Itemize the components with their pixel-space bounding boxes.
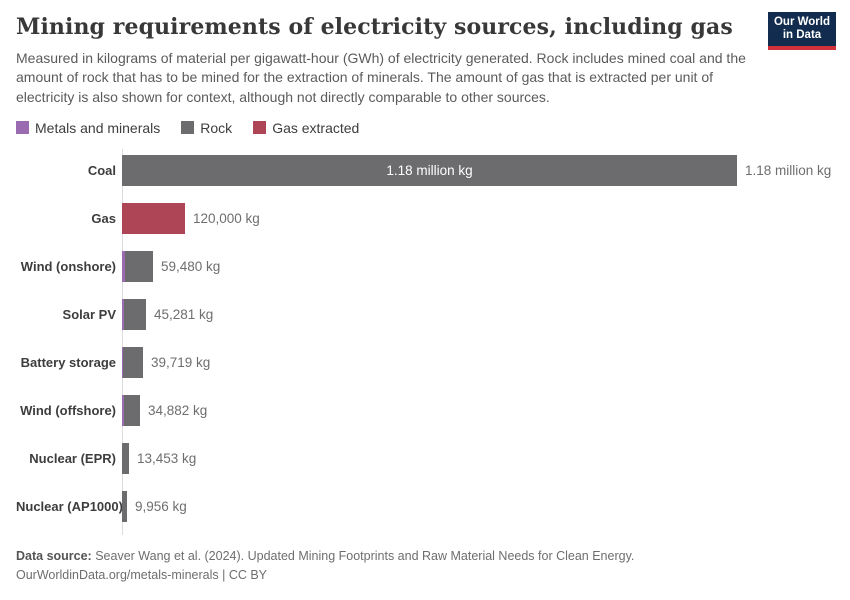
chart-row: Battery storage 39,719 kg bbox=[16, 339, 834, 387]
chart-footer: Data source: Seaver Wang et al. (2024). … bbox=[16, 546, 834, 582]
bar-zone: 45,281 kg bbox=[122, 299, 834, 331]
bar-zone: 9,956 kg bbox=[122, 491, 834, 523]
chart-row: Wind (offshore) 34,882 kg bbox=[16, 387, 834, 435]
data-source-text: Seaver Wang et al. (2024). Updated Minin… bbox=[91, 549, 635, 563]
metals-segment[interactable] bbox=[122, 299, 124, 331]
bar-value-label: 39,719 kg bbox=[151, 355, 211, 371]
bar-value-label: 1.18 million kg bbox=[745, 163, 832, 179]
bar-chart: Coal 1.18 million kg 1.18 million kg Gas 120… bbox=[16, 147, 834, 535]
chart-row: Nuclear (EPR) 13,453 kg bbox=[16, 435, 834, 483]
bar-nuclear-ap1000[interactable] bbox=[122, 491, 127, 523]
metals-segment[interactable] bbox=[122, 251, 125, 283]
bar-zone: 59,480 kg bbox=[122, 251, 834, 283]
category-label: Nuclear (EPR) bbox=[29, 451, 116, 467]
license-url-link[interactable]: OurWorldinData.org/metals-minerals bbox=[16, 568, 219, 582]
bar-coal[interactable]: 1.18 million kg bbox=[122, 155, 737, 187]
bar-solar-pv[interactable] bbox=[122, 299, 146, 331]
legend-item-gas[interactable]: Gas extracted bbox=[253, 120, 359, 136]
bar-zone: 34,882 kg bbox=[122, 395, 834, 427]
rock-swatch-icon bbox=[181, 121, 195, 135]
legend-item-metals[interactable]: Metals and minerals bbox=[16, 120, 160, 136]
category-label: Nuclear (AP1000) bbox=[16, 499, 123, 515]
bar-zone: 120,000 kg bbox=[122, 203, 834, 235]
bar-zone: 1.18 million kg 1.18 million kg bbox=[122, 155, 834, 187]
main-segment[interactable] bbox=[123, 395, 140, 427]
owid-logo-line2: in Data bbox=[782, 29, 822, 41]
category-label: Gas bbox=[91, 211, 116, 227]
bar-zone: 13,453 kg bbox=[122, 443, 834, 475]
bar-value-label: 120,000 kg bbox=[193, 211, 260, 227]
chart-subtitle: Measured in kilograms of material per gi… bbox=[16, 50, 746, 105]
metals-segment[interactable] bbox=[122, 347, 123, 379]
main-segment[interactable] bbox=[122, 203, 185, 235]
bar-gas[interactable] bbox=[122, 203, 185, 235]
license-line: OurWorldinData.org/metals-minerals | CC … bbox=[16, 568, 834, 582]
main-segment[interactable] bbox=[122, 443, 129, 475]
bar-value-label: 13,453 kg bbox=[137, 451, 197, 467]
legend-label: Metals and minerals bbox=[35, 119, 161, 136]
y-axis-baseline bbox=[122, 148, 123, 535]
owid-logo-line1: Our World bbox=[773, 15, 830, 28]
bar-value-label: 59,480 kg bbox=[161, 259, 221, 275]
data-source-line: Data source: Seaver Wang et al. (2024). … bbox=[16, 546, 834, 566]
legend: Metals and minerals Rock Gas extracted bbox=[16, 120, 834, 136]
chart-row: Solar PV 45,281 kg bbox=[16, 291, 834, 339]
bar-value-label: 45,281 kg bbox=[154, 307, 214, 323]
bar-value-label: 9,956 kg bbox=[135, 499, 187, 515]
category-label: Wind (offshore) bbox=[20, 403, 116, 419]
category-label: Battery storage bbox=[20, 355, 116, 371]
chart-row: Coal 1.18 million kg 1.18 million kg bbox=[16, 147, 834, 195]
license-suffix[interactable]: | CC BY bbox=[218, 568, 268, 582]
main-segment[interactable] bbox=[122, 155, 737, 187]
metals-segment[interactable] bbox=[122, 395, 124, 427]
owid-logo[interactable]: Our World in Data bbox=[768, 12, 836, 50]
bar-zone: 39,719 kg bbox=[122, 347, 834, 379]
main-segment[interactable] bbox=[125, 251, 153, 283]
bar-value-label: 34,882 kg bbox=[148, 403, 208, 419]
legend-label: Rock bbox=[200, 119, 233, 136]
gas-swatch-icon bbox=[253, 121, 267, 135]
chart-row: Wind (onshore) 59,480 kg bbox=[16, 243, 834, 291]
main-segment[interactable] bbox=[123, 347, 143, 379]
data-source-label: Data source: bbox=[16, 549, 92, 563]
bar-nuclear-epr[interactable] bbox=[122, 443, 129, 475]
bar-wind-offshore[interactable] bbox=[122, 395, 140, 427]
bar-battery-storage[interactable] bbox=[122, 347, 143, 379]
chart-row: Nuclear (AP1000) 9,956 kg bbox=[16, 483, 834, 531]
category-label: Coal bbox=[87, 163, 116, 179]
chart-rows: Coal 1.18 million kg 1.18 million kg Gas 120… bbox=[16, 147, 834, 531]
legend-label: Gas extracted bbox=[272, 119, 360, 136]
category-label: Wind (onshore) bbox=[20, 259, 116, 275]
page-title: Mining requirements of electricity sourc… bbox=[16, 14, 733, 40]
category-label: Solar PV bbox=[62, 307, 116, 323]
chart-row: Gas 120,000 kg bbox=[16, 195, 834, 243]
legend-item-rock[interactable]: Rock bbox=[181, 120, 232, 136]
main-segment[interactable] bbox=[122, 491, 127, 523]
main-segment[interactable] bbox=[123, 299, 146, 331]
bar-wind-onshore[interactable] bbox=[122, 251, 153, 283]
metals-swatch-icon bbox=[16, 121, 29, 135]
